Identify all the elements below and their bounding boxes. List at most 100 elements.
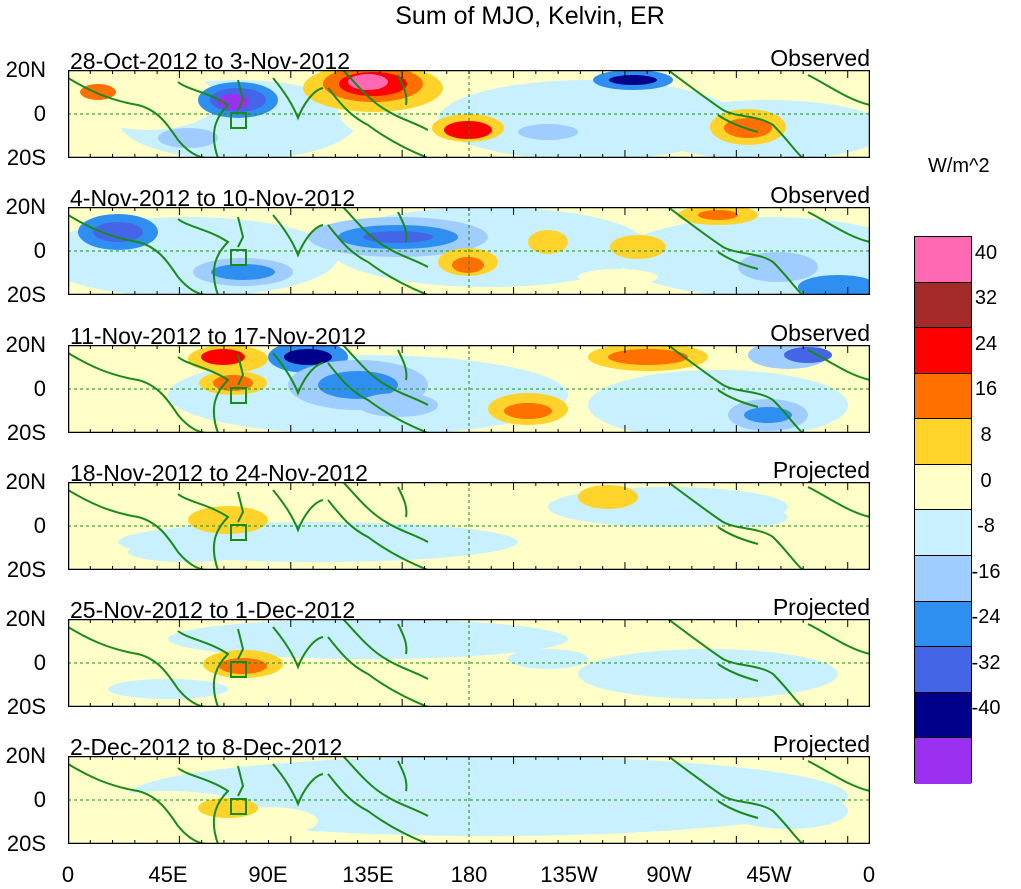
anomaly-contour (504, 403, 552, 419)
coastline (68, 77, 209, 158)
coastline (177, 767, 230, 844)
anomaly-contour (78, 70, 218, 130)
latitude-label: 20S (6, 831, 46, 856)
latitude-label: 20S (6, 694, 46, 719)
coastline (667, 207, 804, 295)
latitude-label: 0 (33, 376, 46, 401)
coastline (272, 763, 324, 807)
anomaly-map (68, 619, 870, 707)
anomaly-contour (128, 542, 248, 562)
coastline (342, 756, 429, 817)
coastline (237, 216, 245, 248)
region-box (230, 661, 247, 678)
coastline (342, 619, 429, 680)
anomaly-map (68, 756, 870, 844)
colorbar (914, 236, 972, 784)
longitude-label: 135W (540, 862, 598, 887)
longitude-label: 90E (248, 862, 288, 887)
anomaly-contour (528, 230, 568, 254)
latitude-label: 0 (33, 238, 46, 263)
anomaly-contour (744, 407, 792, 423)
latitude-label: 20S (6, 420, 46, 445)
anomaly-contour (201, 349, 245, 365)
colorbar-label: -24 (971, 606, 1001, 629)
panel-date-range: 4-Nov-2012 to 10-Nov-2012 (70, 185, 356, 211)
coastline (342, 345, 429, 406)
colorbar-swatch (915, 328, 971, 374)
panel-date-range: 18-Nov-2012 to 24-Nov-2012 (70, 460, 368, 486)
coastline (807, 486, 870, 518)
anomaly-contour (80, 84, 116, 100)
colorbar-label: 24 (974, 332, 998, 355)
coastline (807, 74, 870, 106)
figure-title: Sum of MJO, Kelvin, ER (395, 2, 665, 30)
panel-status: Projected (772, 457, 870, 483)
coastline (237, 628, 245, 660)
coastline (397, 211, 408, 243)
coastline (68, 352, 209, 433)
colorbar-label: 16 (974, 378, 998, 401)
anomaly-contour (93, 222, 143, 242)
anomaly-contour (188, 506, 268, 534)
latitude-label: 20N (5, 332, 46, 357)
anomaly-contour (108, 679, 228, 699)
coastline (342, 70, 429, 131)
colorbar-label: -40 (971, 697, 1001, 720)
panel-date-range: 2-Dec-2012 to 8-Dec-2012 (70, 734, 343, 760)
coastline (177, 81, 230, 158)
anomaly-contour (610, 235, 666, 259)
coastline (68, 489, 209, 570)
coastline (272, 489, 324, 533)
coastline (717, 114, 759, 133)
colorbar-swatch (915, 419, 971, 465)
latitude-label: 0 (33, 650, 46, 675)
coastline (68, 626, 209, 707)
coastline (327, 499, 429, 570)
coastline (327, 773, 429, 844)
anomaly-contour (798, 275, 870, 295)
anomaly-contour (219, 658, 267, 674)
coastline (272, 626, 324, 670)
anomaly-contour (358, 393, 438, 417)
panel-date-range: 28-Oct-2012 to 3-Nov-2012 (70, 48, 350, 74)
longitude-label: 0 (862, 862, 876, 887)
anomaly-contour (578, 649, 838, 699)
colorbar-label: 32 (974, 287, 998, 310)
coastline (397, 760, 408, 792)
anomaly-map (68, 207, 870, 295)
colorbar-swatch (915, 237, 971, 283)
anomaly-contour (724, 118, 772, 138)
anomaly-contour (708, 507, 788, 527)
longitude-label: 0 (61, 862, 75, 887)
anomaly-contour (211, 264, 275, 280)
coastline (717, 663, 759, 682)
longitude-label: 45W (746, 862, 792, 887)
latitude-label: 20N (5, 194, 46, 219)
anomaly-contour (784, 347, 832, 363)
colorbar-swatch (915, 464, 971, 511)
coastline (807, 623, 870, 655)
anomaly-contour (728, 793, 848, 829)
coastline (237, 354, 245, 386)
panel-status: Observed (770, 320, 870, 346)
latitude-label: 0 (33, 513, 46, 538)
map-panel: 2-Dec-2012 to 8-Dec-2012 Projected 20N 0 20S (0, 731, 1021, 875)
latitude-label: 20S (6, 282, 46, 307)
region-box (230, 249, 247, 266)
anomaly-contour (198, 798, 258, 818)
colorbar-label: -32 (971, 651, 1001, 674)
region-box (230, 387, 247, 404)
coastline (177, 630, 230, 707)
coastline (667, 619, 804, 707)
latitude-label: 20S (6, 557, 46, 582)
anomaly-contour (298, 776, 438, 816)
region-box (230, 798, 247, 815)
longitude-label: 180 (450, 862, 488, 887)
latitude-label: 20N (5, 469, 46, 494)
coastline (717, 389, 759, 408)
map-panel: 18-Nov-2012 to 24-Nov-2012 Projected 20N 0 2… (0, 457, 1021, 601)
colorbar-swatch (915, 601, 971, 648)
coastline (667, 70, 804, 158)
coastline (397, 349, 408, 381)
region-box (230, 112, 247, 129)
